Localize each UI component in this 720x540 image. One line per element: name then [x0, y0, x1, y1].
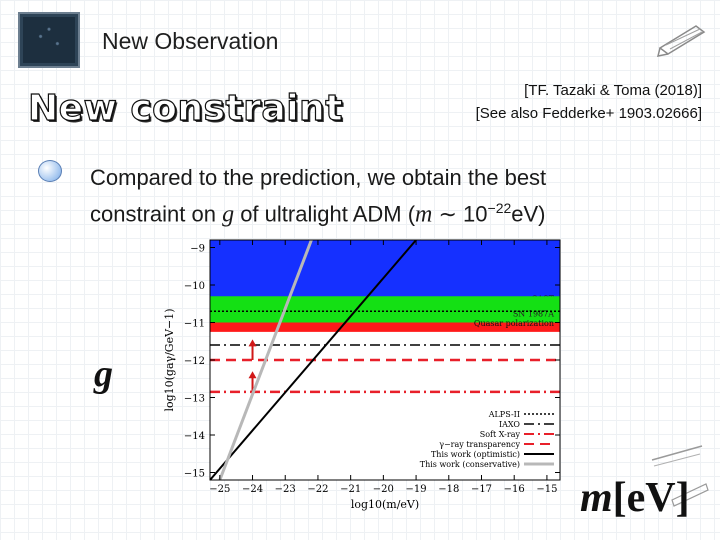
x-tick-label-5: −20 [373, 484, 394, 495]
x-tick-label-2: −23 [275, 484, 296, 495]
y-axis-label: log10(gaγ/GeV−1) [163, 308, 176, 411]
pen-decoration-icon [656, 25, 706, 57]
band-2 [210, 322, 560, 332]
legend-label-4: This work (optimistic) [431, 450, 520, 459]
bullet-text: Compared to the prediction, we obtain th… [90, 163, 690, 229]
legend-label-0: ALPS-II [488, 410, 520, 419]
g-coupling-label: g [94, 353, 113, 395]
x-tick-label-4: −21 [340, 484, 361, 495]
x-tick-label-6: −19 [406, 484, 427, 495]
x-tick-label-8: −17 [471, 484, 492, 495]
y-tick-label-4: −13 [184, 394, 205, 405]
bullet-text-a: constraint on [90, 201, 223, 227]
pencil-decoration-icon [651, 445, 709, 507]
x-tick-label-10: −15 [536, 484, 557, 495]
bullet-g-symbol: g [222, 201, 235, 228]
y-tick-label-0: −9 [190, 244, 205, 255]
bullet-text-d: eV) [511, 201, 546, 227]
bullet-m-symbol: m [415, 201, 433, 228]
series-line-0 [210, 240, 417, 480]
y-tick-label-5: −14 [184, 431, 205, 442]
y-tick-label-6: −15 [184, 469, 205, 480]
band-1 [210, 296, 560, 323]
bullet-icon [38, 160, 62, 182]
y-tick-label-3: −12 [184, 356, 205, 367]
ev-unit: [eV] [612, 475, 690, 521]
x-tick-label-1: −24 [242, 484, 263, 495]
bullet-line-1: Compared to the prediction, we obtain th… [90, 165, 547, 190]
bullet-exponent: −22 [487, 200, 512, 216]
legend-label-1: IAXO [499, 420, 520, 429]
y-tick-label-1: −10 [184, 281, 205, 292]
arrow-head-1 [248, 371, 257, 379]
x-tick-label-7: −18 [438, 484, 459, 495]
x-tick-label-9: −16 [504, 484, 525, 495]
legend-label-3: γ−ray transparency [439, 440, 520, 449]
arrow-head-0 [248, 339, 257, 347]
x-axis-label: log10(m/eV) [351, 498, 419, 511]
section-title: New Observation [102, 28, 279, 54]
slide-thumbnail-image [18, 12, 80, 68]
band-label-1: SN 1987A [513, 310, 554, 319]
mass-unit-label: m[eV] [580, 474, 690, 522]
bullet-line-2: constraint on g of ultralight ADM (m ∼ 1… [90, 193, 690, 229]
band-label-2: Quasar polarization [474, 319, 554, 328]
bullet-text-b: of ultralight ADM ( [234, 201, 416, 227]
mass-symbol: m [580, 475, 613, 521]
legend-label-5: This work (conservative) [420, 460, 520, 469]
legend-label-2: Soft X-ray [480, 430, 521, 439]
y-tick-label-2: −11 [184, 319, 205, 330]
x-tick-label-3: −22 [307, 484, 328, 495]
series-line-1 [218, 240, 313, 480]
reference-line-2: [See also Fedderke+ 1903.02666] [475, 105, 702, 122]
reference-line-1: [TF. Tazaki & Toma (2018)] [524, 82, 702, 99]
x-tick-label-0: −25 [209, 484, 230, 495]
bullet-text-c: ∼ 10 [432, 201, 488, 227]
main-title: New constraint [27, 87, 343, 129]
